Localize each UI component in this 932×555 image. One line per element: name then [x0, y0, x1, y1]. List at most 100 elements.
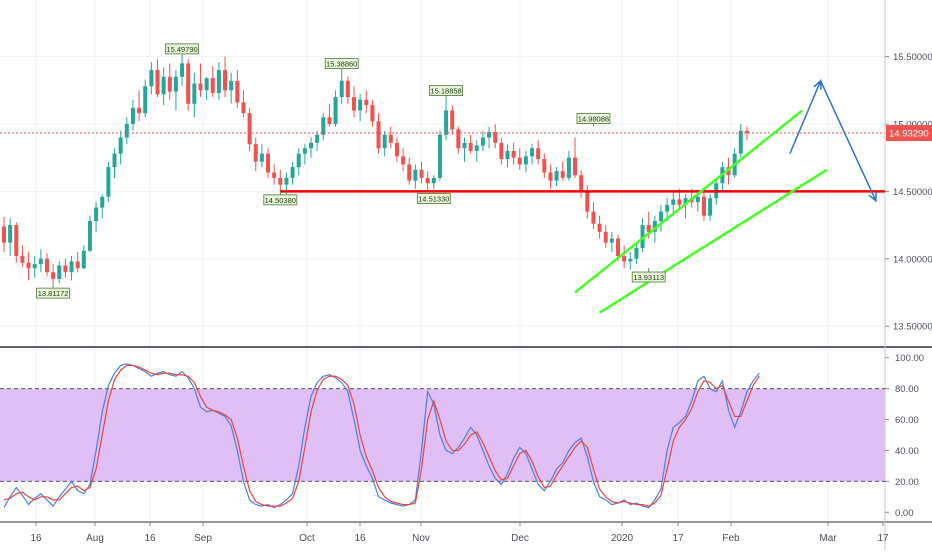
candle-down [622, 256, 627, 262]
candle-up [321, 117, 326, 135]
candle-down [137, 107, 142, 114]
candle-up [57, 265, 62, 279]
candle-down [401, 156, 406, 165]
candle-down [235, 80, 240, 103]
candle-down [167, 76, 172, 92]
candle-up [358, 99, 363, 111]
candle-up [480, 137, 485, 146]
candle-up [192, 83, 197, 104]
candle-up [462, 142, 467, 149]
candle-up [149, 70, 154, 87]
candle-up [315, 134, 320, 143]
candle-down [370, 105, 375, 122]
candle-down [155, 70, 160, 95]
candle-up [444, 110, 449, 135]
candle-down [726, 167, 731, 176]
candle-down [210, 78, 215, 93]
channel-line[interactable] [574, 109, 803, 294]
time-axis-label: Nov [412, 533, 430, 544]
price-label-box [324, 58, 359, 70]
forecast-arrowhead-down[interactable] [868, 191, 877, 203]
candle-up [94, 207, 99, 222]
time-axis-label: Aug [86, 533, 104, 544]
candle-up [8, 225, 13, 243]
stoch-axis-label: 20.00 [895, 477, 919, 488]
stochastic-band [0, 388, 885, 482]
price-label-text: 15.18858 [430, 87, 461, 96]
candle-up [87, 221, 92, 251]
price-label-text: 15.38860 [326, 60, 357, 69]
candle-up [259, 153, 264, 162]
time-axis-label: 2020 [611, 533, 634, 544]
candle-up [161, 76, 166, 95]
candle-up [695, 196, 700, 203]
candle-up [683, 198, 688, 205]
candle-down [468, 142, 473, 151]
last-price-badge [886, 125, 932, 142]
candle-up [173, 76, 178, 92]
stoch-d-line [3, 364, 760, 507]
forecast-arrow-path[interactable] [789, 79, 877, 202]
stoch-axis-label: 80.00 [895, 384, 919, 395]
price-axis-label: 13.50000 [893, 322, 932, 333]
candle-down [247, 113, 252, 145]
channel-line[interactable] [598, 168, 828, 314]
candle-up [431, 177, 436, 184]
candle-up [437, 134, 442, 178]
candle-down [548, 172, 553, 181]
stoch-axis-label: 60.00 [895, 415, 919, 426]
candle-up [204, 78, 209, 91]
candle-down [585, 191, 590, 212]
candle-down [499, 142, 504, 160]
candle-down [278, 177, 283, 185]
candle-up [505, 150, 510, 160]
candle-up [106, 167, 111, 197]
candle-up [296, 153, 301, 168]
time-axis-label: 17 [877, 533, 889, 544]
candle-down [26, 262, 31, 269]
price-axis-label: 15.00000 [893, 119, 932, 130]
time-axis-label: Feb [722, 533, 740, 544]
candle-up [69, 261, 74, 273]
price-axis-label: 15.50000 [893, 52, 932, 63]
candle-down [266, 153, 271, 173]
drawings[interactable] [0, 79, 885, 314]
candle-down [351, 97, 356, 111]
candle-down [456, 129, 461, 149]
candle-down [20, 256, 25, 263]
candle-down [253, 144, 258, 162]
time-axis-label: 16 [144, 533, 156, 544]
price-label-text: 14.51330 [418, 195, 449, 204]
price-label-box [36, 287, 71, 299]
candle-up [290, 167, 295, 178]
candle-down [579, 175, 584, 192]
candles [2, 56, 749, 285]
candle-up [523, 156, 528, 165]
candle-down [603, 231, 608, 243]
candle-down [616, 238, 620, 257]
stoch-axis-label: 40.00 [895, 446, 919, 457]
candle-up [640, 225, 645, 248]
stoch-axis-label: 0.00 [895, 508, 914, 519]
candle-up [487, 132, 492, 138]
candle-up [32, 264, 37, 269]
candle-up [284, 177, 289, 185]
candle-up [474, 145, 479, 151]
candle-down [327, 117, 332, 124]
candle-up [339, 80, 344, 98]
candle-down [51, 272, 56, 279]
candle-up [143, 86, 148, 114]
candle-down [364, 99, 369, 106]
time-axis-label: Dec [511, 533, 529, 544]
time-axis-label: Mar [819, 533, 837, 544]
candle-down [597, 223, 602, 232]
candle-down [63, 265, 68, 273]
forecast-arrowhead-up[interactable] [813, 79, 822, 90]
price-axis-label: 14.50000 [893, 187, 932, 198]
candle-up [38, 258, 43, 265]
candle-up [665, 204, 670, 212]
candle-up [658, 211, 663, 222]
price-axis-label: 14.00000 [893, 254, 932, 265]
